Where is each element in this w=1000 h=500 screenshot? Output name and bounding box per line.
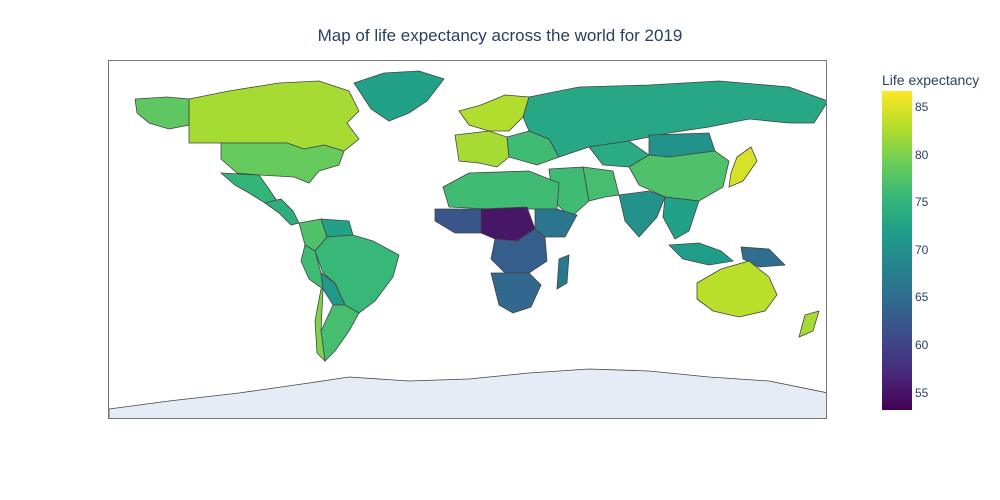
region-canada[interactable] <box>188 80 360 152</box>
world-map[interactable] <box>108 60 827 419</box>
region-mexico[interactable] <box>219 172 278 204</box>
region-venezuela[interactable] <box>320 218 354 238</box>
colorbar-tick: 55 <box>915 386 929 400</box>
region-australia[interactable] <box>696 260 778 318</box>
region-argentina[interactable] <box>320 304 360 362</box>
map-title: Map of life expectancy across the world … <box>317 26 683 45</box>
region-central-america[interactable] <box>264 198 300 226</box>
region-north-africa[interactable] <box>442 170 560 210</box>
colorbar <box>882 91 912 410</box>
region-japan[interactable] <box>728 146 758 188</box>
region-iceland-scandinavia[interactable] <box>458 94 530 132</box>
region-western-europe[interactable] <box>454 130 510 168</box>
region-greenland[interactable] <box>353 70 445 122</box>
region-united-states[interactable] <box>220 142 345 184</box>
colorbar-tick: 80 <box>915 148 929 162</box>
colorbar-title: Life expectancy <box>882 72 980 88</box>
colorbar-tick: 70 <box>915 243 929 257</box>
region-horn-of-africa[interactable] <box>534 208 578 238</box>
region-brazil[interactable] <box>314 234 400 314</box>
region-madagascar[interactable] <box>556 254 570 290</box>
region-indonesia[interactable] <box>668 242 734 266</box>
region-east-africa[interactable] <box>490 228 548 274</box>
region-southern-africa[interactable] <box>490 272 542 314</box>
colorbar-tick: 75 <box>915 195 929 209</box>
region-russia[interactable] <box>522 80 827 158</box>
colorbar-tick: 60 <box>915 338 929 352</box>
region-new-zealand[interactable] <box>798 310 820 338</box>
region-southeast-asia[interactable] <box>662 196 700 240</box>
region-antarctica[interactable] <box>109 368 827 419</box>
colorbar-tick: 65 <box>915 290 929 304</box>
region-iran[interactable] <box>582 166 620 202</box>
colorbar-tick: 85 <box>915 100 929 114</box>
region-chile[interactable] <box>314 288 326 363</box>
region-papua-new-guinea[interactable] <box>740 246 786 268</box>
region-china[interactable] <box>628 150 730 202</box>
region-alaska[interactable] <box>134 96 190 130</box>
region-india[interactable] <box>618 190 666 238</box>
